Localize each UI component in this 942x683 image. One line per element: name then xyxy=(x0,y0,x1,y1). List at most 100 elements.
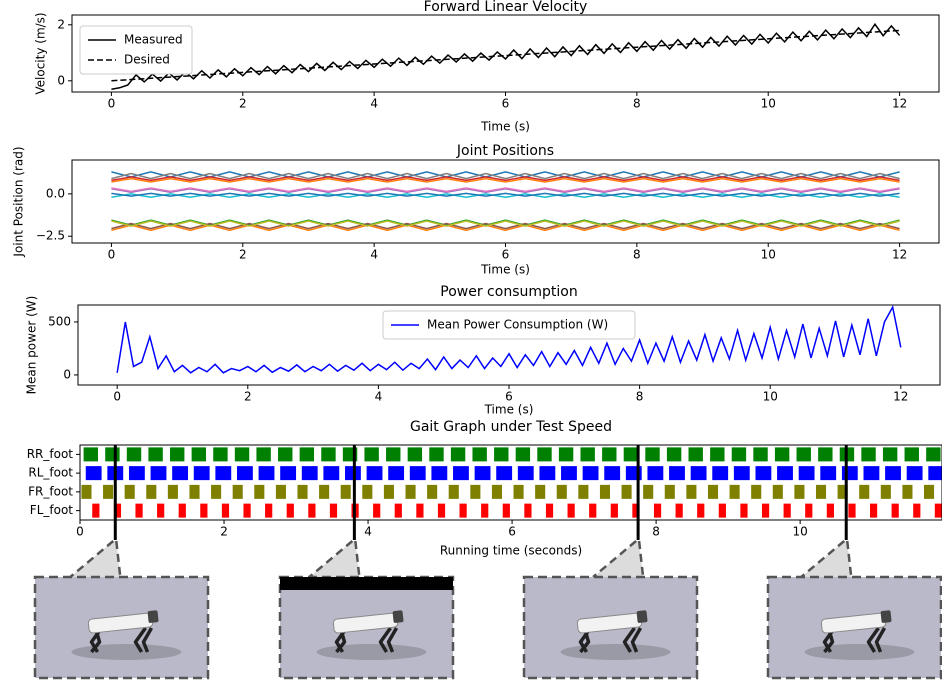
gait-bar xyxy=(254,484,265,499)
x-tick-label: 8 xyxy=(633,97,641,111)
plot-frame xyxy=(71,14,940,93)
gait-bar xyxy=(885,466,901,481)
x-tick-label: 0 xyxy=(108,97,116,111)
gait-bar xyxy=(774,447,790,462)
gait-bar xyxy=(265,503,273,518)
gait-bar xyxy=(170,447,185,462)
line-series xyxy=(111,193,900,199)
line-series xyxy=(111,29,900,82)
gait-bar xyxy=(340,484,351,499)
gait-bar xyxy=(777,466,793,481)
gait-bar xyxy=(128,466,145,481)
gait-bar xyxy=(869,503,878,518)
y-tick-label: 0 xyxy=(63,367,71,381)
robot-shadow xyxy=(71,644,182,660)
gait-bar xyxy=(664,484,675,499)
gait-bar xyxy=(105,447,120,462)
line-series xyxy=(111,224,900,232)
x-tick-label: 10 xyxy=(792,525,807,539)
gait-bar xyxy=(157,503,165,518)
gait-bar xyxy=(491,484,502,499)
gait-bar xyxy=(815,484,827,499)
x-tick-label: 2 xyxy=(244,390,252,404)
x-tick-label: 8 xyxy=(652,525,660,539)
gait-bar xyxy=(232,484,243,499)
gait-bar xyxy=(124,484,135,499)
robot-leg xyxy=(141,627,154,653)
x-tick-label: 2 xyxy=(239,248,247,262)
legend-label: Mean Power Consumption (W) xyxy=(427,318,608,332)
gait-bar xyxy=(604,466,621,481)
robot-head xyxy=(392,610,404,623)
robot-leg xyxy=(386,627,399,653)
gait-bar xyxy=(524,503,532,518)
legend-label: Desired xyxy=(124,53,170,67)
gait-bar xyxy=(645,447,660,462)
gait-bar xyxy=(453,466,469,481)
gait-bar xyxy=(718,503,726,518)
gait-bar xyxy=(751,484,762,499)
x-tick-label: 2 xyxy=(220,525,228,539)
zoom-edge xyxy=(800,540,846,578)
gait-bar xyxy=(178,503,186,518)
gait-bar xyxy=(280,466,297,481)
x-tick-label: 10 xyxy=(761,248,776,262)
gait-bar xyxy=(863,466,880,481)
gait-bar xyxy=(647,466,664,481)
x-tick-label: 8 xyxy=(633,248,641,262)
gait-bar xyxy=(299,447,315,462)
gait-bar xyxy=(545,503,554,518)
gait-bar xyxy=(286,503,294,518)
gait-bar xyxy=(753,447,768,462)
gait-bar xyxy=(798,466,815,481)
gait-bar xyxy=(474,466,491,481)
gait-bar xyxy=(92,503,100,518)
y-axis-label: Joint Position (rad) xyxy=(12,146,26,257)
x-tick-label: 10 xyxy=(763,390,778,404)
gait-bar xyxy=(880,484,891,499)
robot-leg xyxy=(622,626,636,653)
x-tick-label: 4 xyxy=(375,390,383,404)
gait-bar xyxy=(902,484,913,499)
gait-bar xyxy=(409,466,426,481)
gait-bar xyxy=(85,466,102,481)
x-tick-label: 12 xyxy=(892,97,907,111)
gait-bar xyxy=(731,447,747,462)
gait-bar xyxy=(407,447,423,462)
x-tick-label: 4 xyxy=(370,248,378,262)
gait-bar xyxy=(405,484,416,499)
gait-bar xyxy=(761,503,770,518)
x-axis-label: Time (s) xyxy=(480,120,530,134)
gait-bar xyxy=(81,484,92,499)
gait-bar xyxy=(200,503,208,518)
line-series xyxy=(111,22,901,90)
x-tick-label: 8 xyxy=(636,390,644,404)
legend-box xyxy=(79,25,193,75)
x-tick-label: 12 xyxy=(893,390,908,404)
gait-bar xyxy=(429,447,444,462)
line-series xyxy=(111,177,900,183)
gait-bar xyxy=(805,503,813,518)
gait-bar xyxy=(193,466,210,481)
gait-bar xyxy=(431,466,448,481)
robot-leg xyxy=(378,626,392,653)
gait-bar xyxy=(837,484,848,499)
gait-bar xyxy=(729,484,740,499)
gait-bar xyxy=(243,503,251,518)
gait-bar xyxy=(427,484,438,499)
gait-bar xyxy=(643,484,654,499)
robot-head xyxy=(147,610,159,623)
gait-bar xyxy=(632,503,640,518)
gait-bar xyxy=(820,466,837,481)
gait-bar xyxy=(653,503,662,518)
gait-bar xyxy=(386,447,401,462)
gait-bar xyxy=(602,447,617,462)
gait-bar xyxy=(859,484,870,499)
gait-bar xyxy=(848,503,856,518)
y-tick-label: FL_foot xyxy=(30,503,73,517)
zoom-edge xyxy=(845,540,853,578)
gait-bar xyxy=(589,503,597,518)
robot-head xyxy=(880,610,892,623)
gait-bar xyxy=(437,503,446,518)
line-series xyxy=(111,219,900,226)
